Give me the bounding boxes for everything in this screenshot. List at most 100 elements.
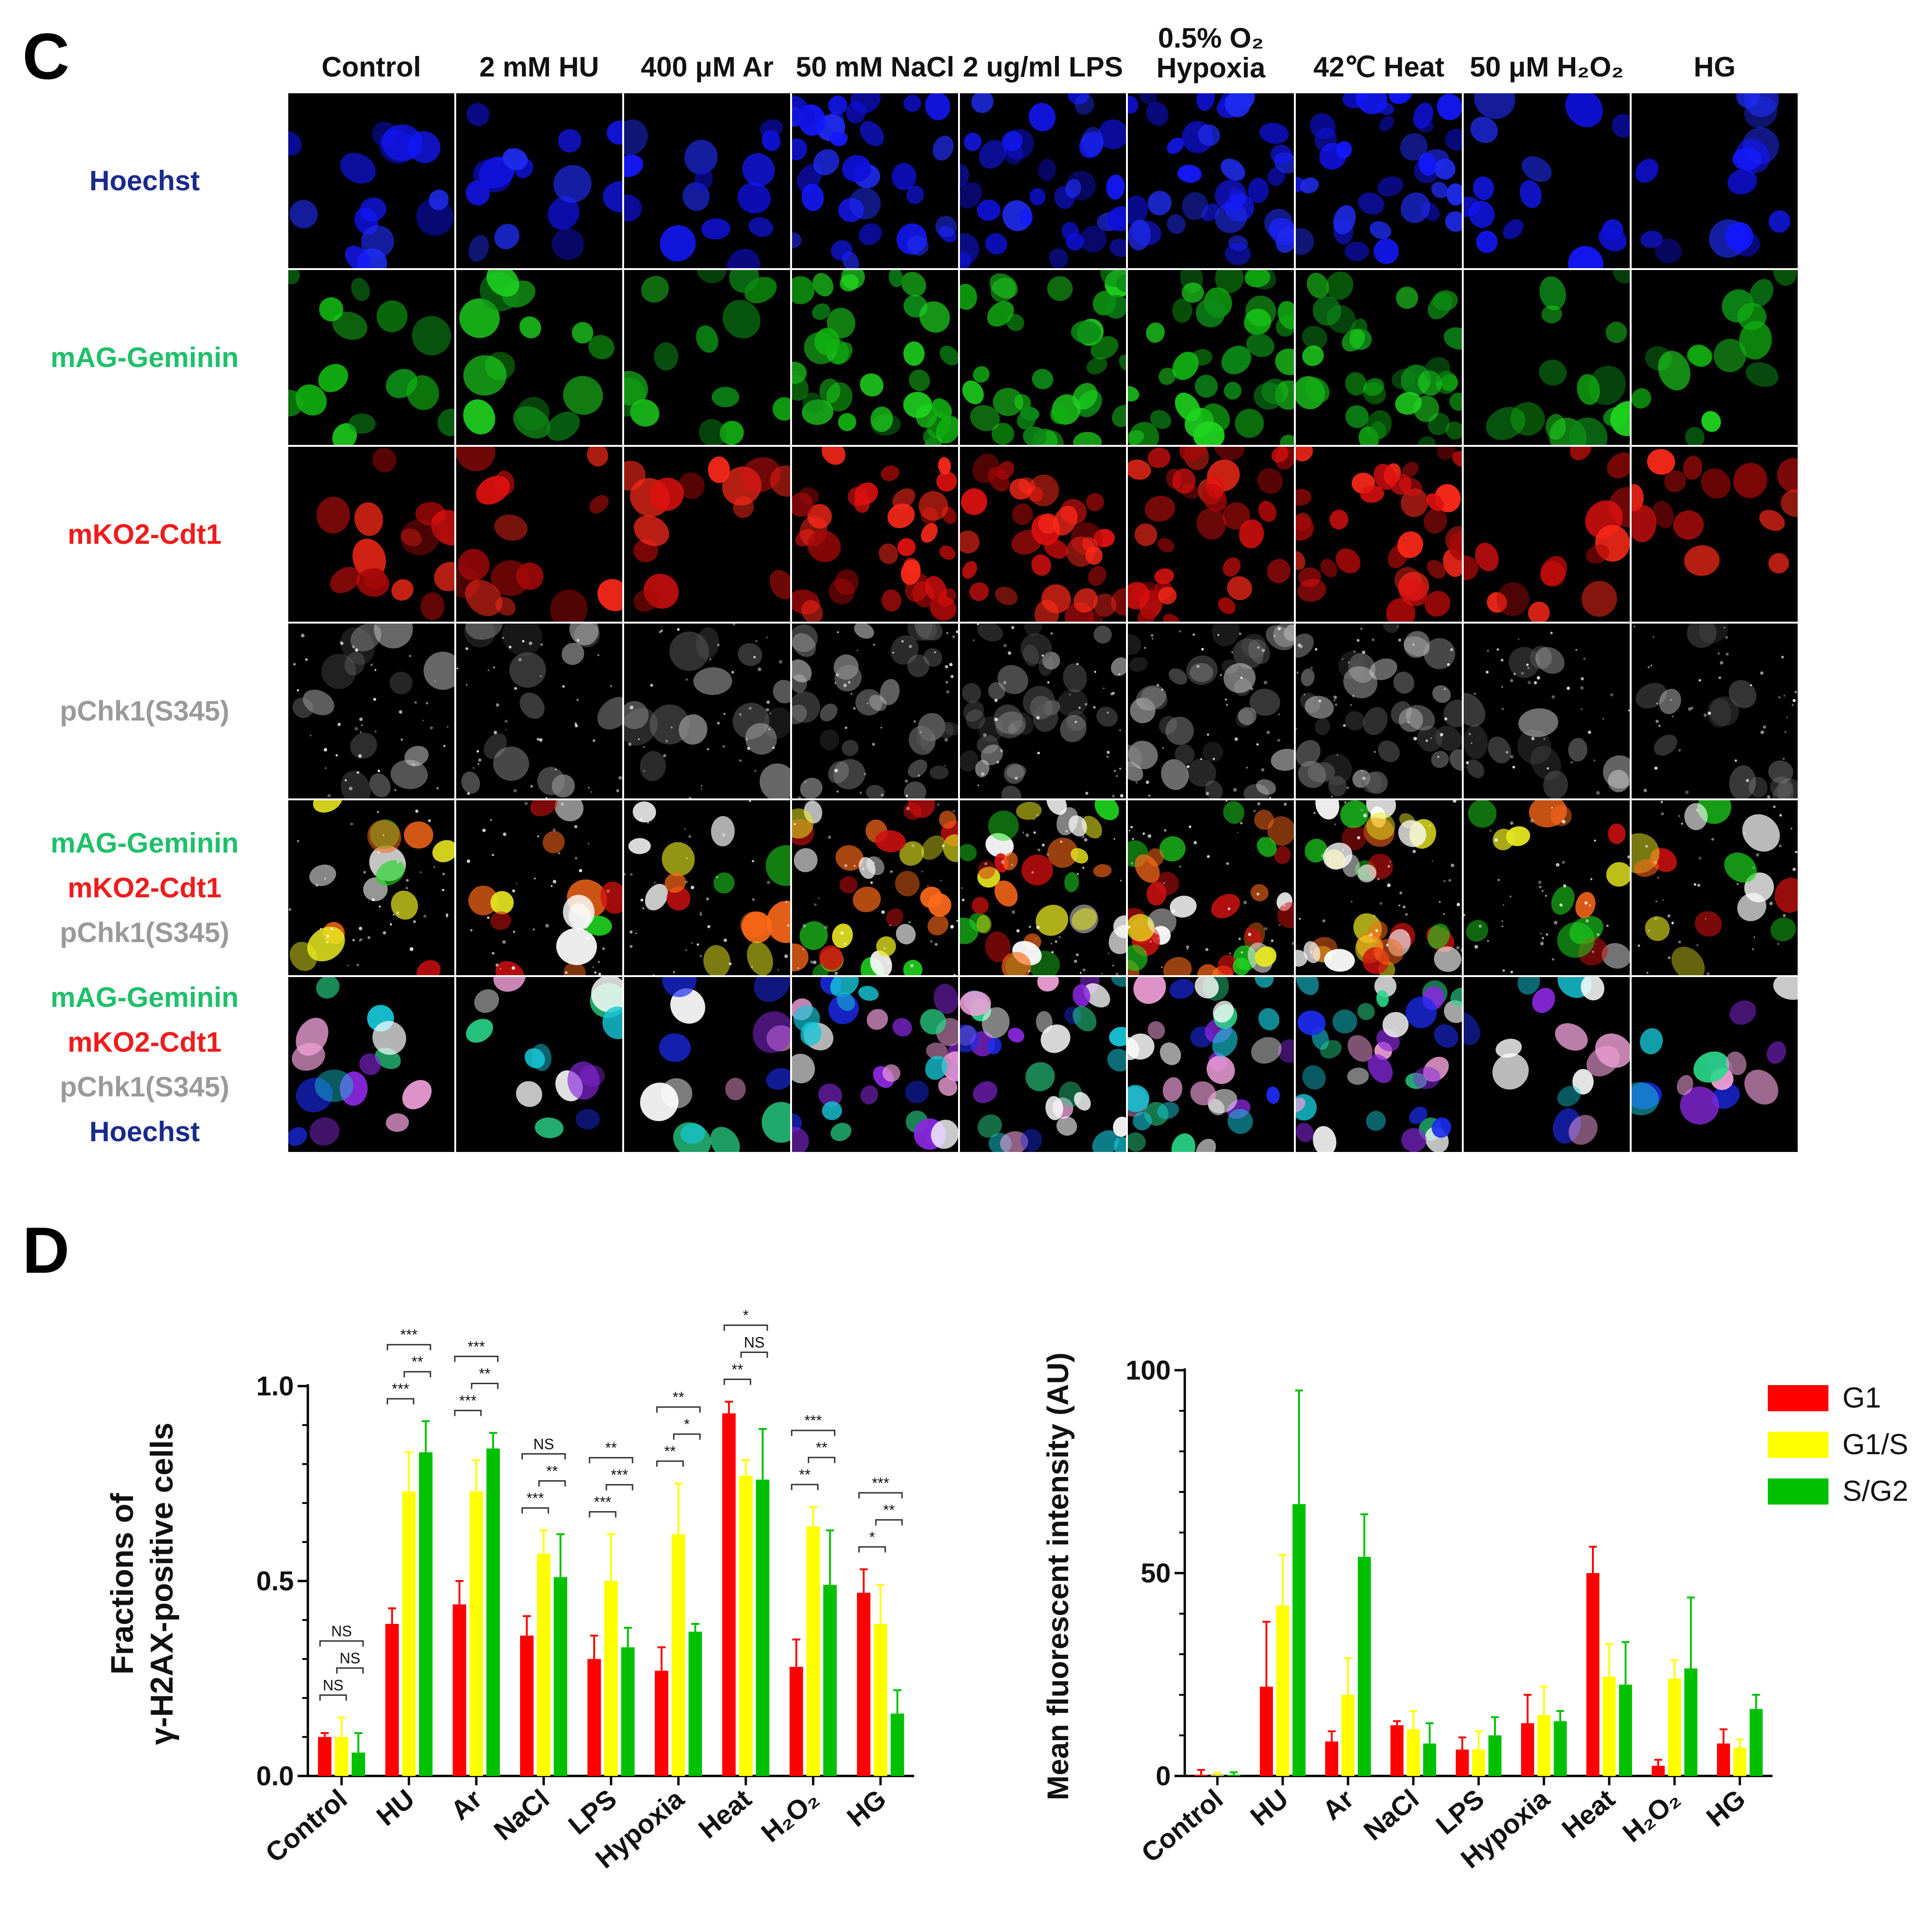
cell-nucleus xyxy=(1196,93,1215,111)
foci-dot xyxy=(1698,679,1701,682)
cell-nucleus xyxy=(1008,720,1025,735)
bar-g1-s xyxy=(1341,1695,1355,1776)
cell-nucleus xyxy=(842,155,871,182)
cell-nucleus xyxy=(1363,707,1388,735)
cell-nucleus xyxy=(1266,1086,1280,1104)
cell-nucleus xyxy=(661,842,695,876)
foci-dot xyxy=(1107,952,1110,955)
cell-nucleus xyxy=(1727,169,1757,194)
foci-dot xyxy=(630,873,633,876)
cell-nucleus xyxy=(1606,862,1630,887)
cell-nucleus xyxy=(1256,779,1276,795)
foci-dot xyxy=(1310,666,1313,669)
cell-nucleus xyxy=(901,560,921,585)
cell-nucleus xyxy=(1581,581,1617,617)
cell-nucleus xyxy=(288,131,302,156)
significance-bracket xyxy=(656,1406,701,1413)
foci-dot xyxy=(1456,902,1460,907)
foci-dot xyxy=(940,880,942,882)
row-label: mAG-Geminin xyxy=(50,827,239,859)
foci-dot xyxy=(872,742,875,746)
cell-nucleus xyxy=(597,697,622,730)
cell-nucleus xyxy=(1373,464,1397,490)
cell-nucleus xyxy=(493,746,529,781)
foci-dot xyxy=(1226,704,1228,706)
micrograph-cell xyxy=(1464,93,1630,268)
cell-nucleus xyxy=(1658,351,1691,391)
cell-nucleus xyxy=(1673,510,1704,540)
cell-nucleus xyxy=(678,472,705,499)
foci-dot xyxy=(1001,860,1005,864)
cell-nucleus xyxy=(632,801,656,823)
foci-dot xyxy=(1407,721,1410,724)
bar-g1 xyxy=(789,1666,803,1776)
foci-dot xyxy=(690,886,695,889)
foci-dot xyxy=(1536,676,1540,680)
cell-nucleus xyxy=(641,276,669,303)
foci-dot xyxy=(360,731,362,734)
foci-dot xyxy=(1752,867,1755,869)
cell-nucleus xyxy=(1396,286,1418,309)
foci-dot xyxy=(340,640,343,644)
cell-nucleus xyxy=(1177,165,1202,183)
foci-dot xyxy=(356,964,359,966)
cell-nucleus xyxy=(429,189,449,210)
cell-nucleus xyxy=(1181,282,1204,303)
cell-nucleus xyxy=(1249,688,1280,716)
significance-bracket xyxy=(656,1460,684,1467)
foci-dot xyxy=(809,679,811,681)
cell-nucleus xyxy=(1687,624,1717,648)
foci-dot xyxy=(642,907,644,909)
foci-dot xyxy=(1205,948,1209,951)
foci-dot xyxy=(1501,920,1503,922)
cell-nucleus xyxy=(1147,447,1171,468)
cell-nucleus xyxy=(1532,988,1555,1013)
cell-nucleus xyxy=(962,380,984,404)
cell-nucleus xyxy=(465,580,503,617)
foci-dot xyxy=(1486,671,1489,674)
foci-dot xyxy=(962,898,965,902)
cell-nucleus xyxy=(1487,736,1511,763)
micrograph-cell xyxy=(288,977,454,1152)
cell-nucleus xyxy=(1163,614,1180,622)
foci-dot xyxy=(1200,758,1202,760)
foci-dot xyxy=(490,819,492,821)
cell-nucleus xyxy=(1300,177,1319,194)
cell-nucleus xyxy=(1335,141,1352,159)
foci-dot xyxy=(1581,708,1583,710)
row-label: mKO2-Cdt1 xyxy=(67,1026,222,1058)
foci-dot xyxy=(753,656,756,659)
cell-nucleus xyxy=(1233,638,1264,669)
significance-label: *** xyxy=(872,1475,889,1491)
cell-nucleus xyxy=(463,399,495,435)
cell-nucleus xyxy=(1063,663,1087,693)
foci-dot xyxy=(1662,899,1664,901)
cell-nucleus xyxy=(1774,877,1798,913)
foci-dot xyxy=(911,844,915,847)
cell-nucleus xyxy=(1437,447,1455,460)
cell-nucleus xyxy=(890,635,919,665)
cell-nucleus xyxy=(1328,776,1347,797)
cell-nucleus xyxy=(964,132,982,151)
foci-dot xyxy=(1496,648,1499,651)
cell-nucleus xyxy=(822,1101,842,1120)
foci-dot xyxy=(409,655,411,657)
cell-nucleus xyxy=(1699,624,1728,644)
cell-nucleus xyxy=(1541,305,1562,324)
foci-dot xyxy=(1551,807,1553,809)
cell-nucleus xyxy=(1557,1086,1581,1107)
foci-dot xyxy=(901,640,904,643)
foci-dot xyxy=(1132,838,1134,840)
micrograph-cell xyxy=(792,977,958,1152)
cell-nucleus xyxy=(563,895,595,929)
cell-nucleus xyxy=(1338,651,1366,679)
cell-nucleus xyxy=(769,570,790,599)
cell-nucleus xyxy=(1167,138,1184,154)
foci-dot xyxy=(1588,730,1591,734)
foci-dot xyxy=(1778,696,1781,699)
cell-nucleus xyxy=(1684,545,1720,576)
foci-dot xyxy=(1478,924,1482,928)
foci-dot xyxy=(1551,695,1555,699)
cell-nucleus xyxy=(531,1044,552,1071)
cell-nucleus xyxy=(1405,996,1437,1028)
